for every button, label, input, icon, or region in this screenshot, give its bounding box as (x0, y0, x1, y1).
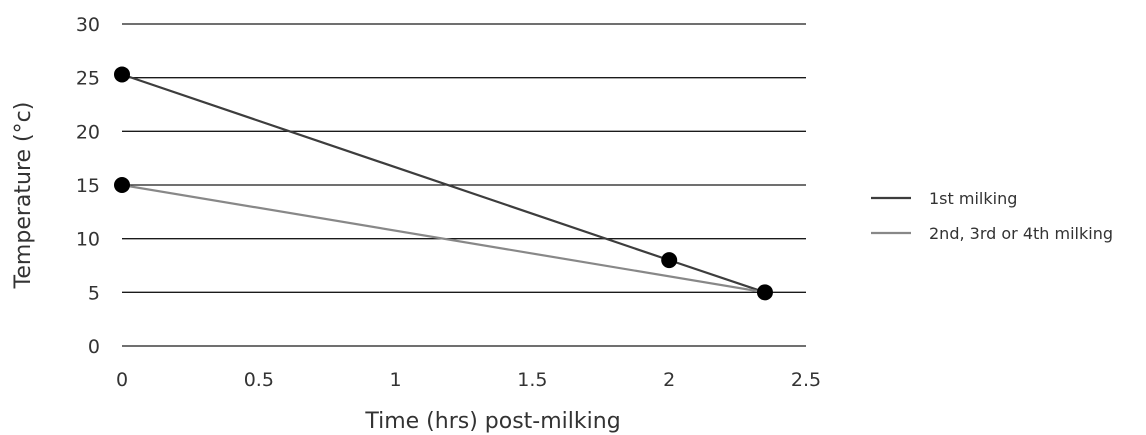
series-line-2 (121, 183, 766, 294)
data-point-marker (756, 284, 773, 301)
y-axis-title: Temperature (°c) (11, 102, 36, 290)
data-point-marker (114, 177, 130, 193)
y-tick-label: 0 (88, 336, 100, 358)
x-tick-label: 0.5 (244, 369, 274, 391)
y-tick-label: 15 (76, 175, 100, 197)
series-markers (114, 66, 773, 301)
x-tick-label: 0 (116, 369, 128, 391)
gridlines (122, 23, 806, 347)
x-axis-title: Time (hrs) post-milking (364, 409, 620, 434)
x-tick-label: 2.5 (791, 369, 821, 391)
legend-label-1: 1st milking (929, 189, 1017, 208)
x-tick-label: 1 (390, 369, 402, 391)
y-tick-label: 20 (76, 121, 100, 143)
y-axis-ticks: 0 5 10 15 20 25 30 (76, 14, 100, 358)
y-tick-label: 30 (76, 14, 100, 36)
data-point-marker (114, 66, 130, 83)
y-tick-label: 5 (88, 282, 100, 304)
x-axis-ticks: 0 0.5 1 1.5 2 2.5 (116, 369, 821, 391)
y-tick-label: 25 (76, 68, 100, 90)
x-tick-label: 2 (663, 369, 675, 391)
y-tick-label: 10 (76, 229, 100, 251)
x-tick-label: 1.5 (517, 369, 547, 391)
data-point-marker (661, 252, 678, 269)
legend-label-2: 2nd, 3rd or 4th milking (929, 224, 1113, 243)
legend: 1st milking 2nd, 3rd or 4th milking (871, 189, 1113, 243)
